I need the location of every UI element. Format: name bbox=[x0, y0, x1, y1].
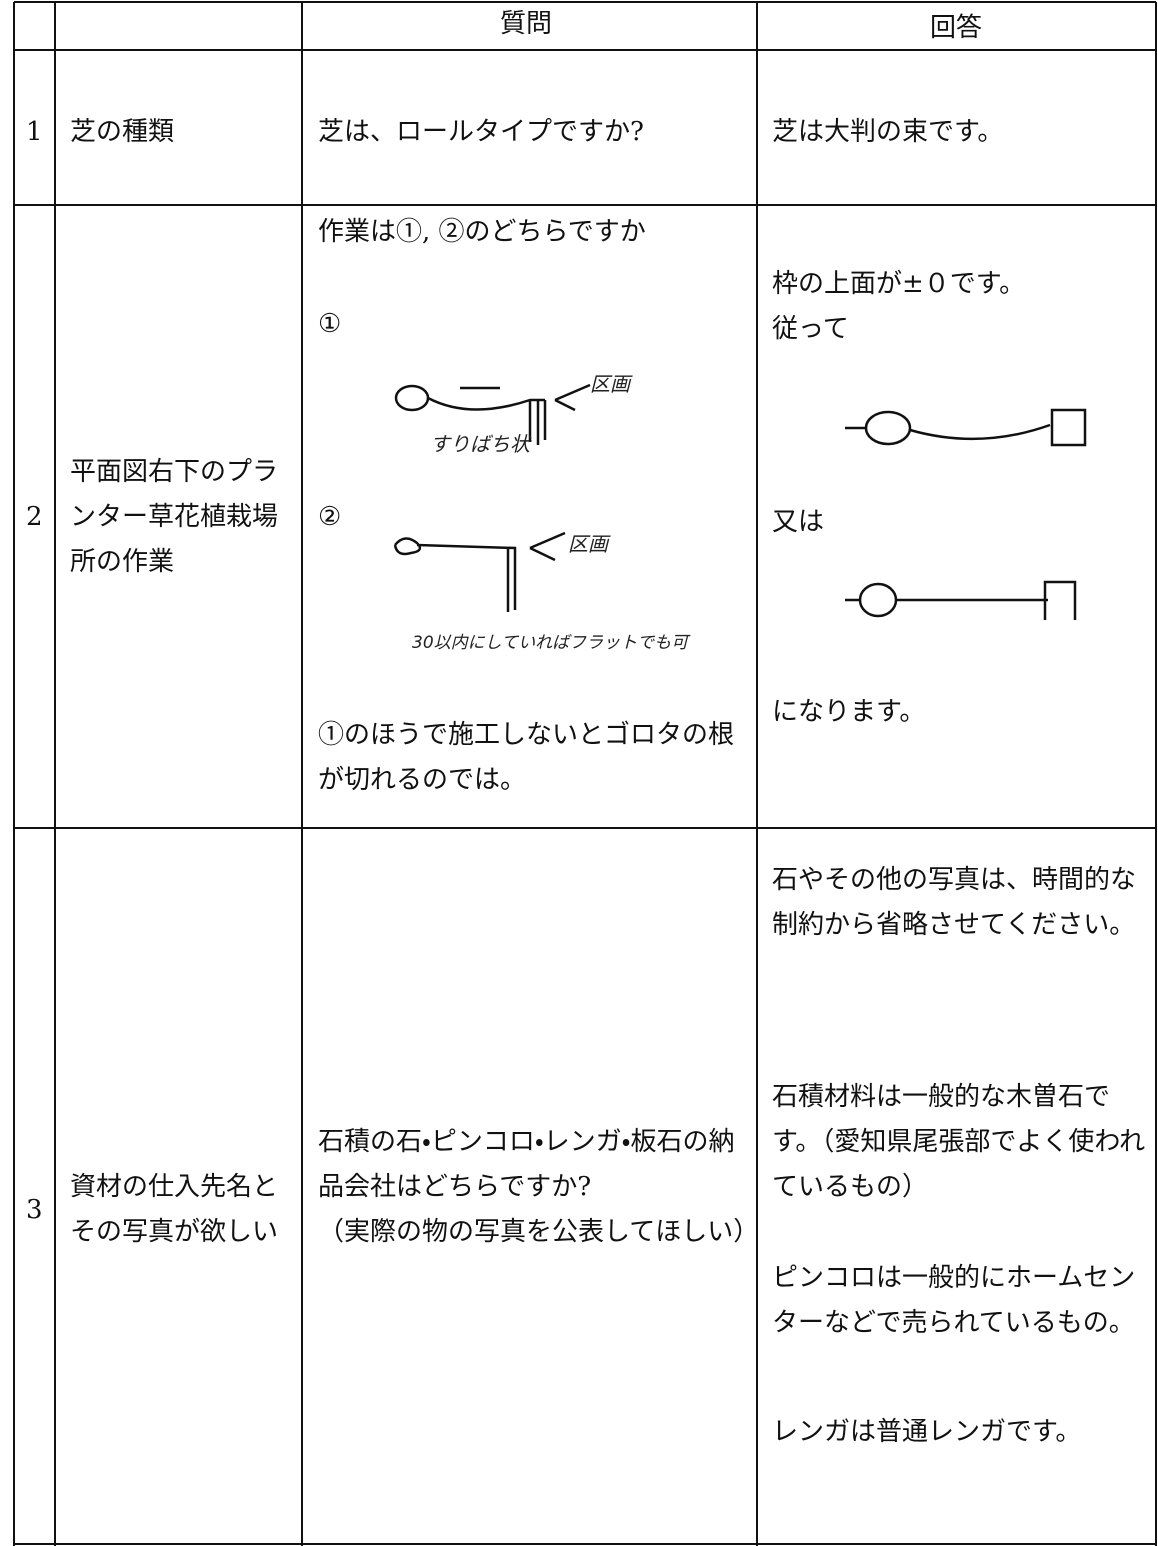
sketch-label: 30以内にしていればフラットでも可 bbox=[412, 633, 689, 653]
sketch-label: すりばち状 bbox=[430, 432, 530, 456]
sketch-label: 区画 bbox=[590, 372, 630, 396]
answer: になります。 bbox=[772, 697, 926, 727]
answer: 芝は大判の束です。 bbox=[772, 117, 1004, 147]
row-number: 2 bbox=[26, 502, 43, 532]
answer: 枠の上面が±０です。 bbox=[772, 269, 1026, 299]
question: 作業は①, ②のどちらですか bbox=[318, 217, 646, 247]
answer: 石積材料は一般的な木曽石です。（愛知県尾張部でよく使われているもの） bbox=[772, 1082, 1146, 1202]
question: 石積の石・ピンコロ・レンガ・板石の納品会社はどちらですか? bbox=[318, 1127, 735, 1202]
question: ② bbox=[318, 502, 342, 532]
answer: 石やその他の写真は、時間的な制約から省略させてください。 bbox=[772, 865, 1137, 940]
question: （実際の物の写真を公表してほしい） bbox=[318, 1217, 760, 1247]
topic: 平面図右下のプランター草花植栽場所の作業 bbox=[70, 457, 279, 577]
topic: 芝の種類 bbox=[70, 117, 175, 147]
question: ①のほうで施工しないとゴロタの根が切れるのでは。 bbox=[318, 720, 735, 795]
question: ① bbox=[318, 309, 342, 339]
topic: 資材の仕入先名とその写真が欲しい bbox=[70, 1172, 279, 1247]
row-number: 1 bbox=[26, 117, 43, 147]
sketch-label: 区画 bbox=[568, 532, 608, 556]
sketches bbox=[393, 383, 1087, 620]
answer: ピンコロは一般的にホームセンターなどで売られているもの。 bbox=[772, 1263, 1136, 1338]
answer: レンガは普通レンガです。 bbox=[772, 1417, 1082, 1447]
header-answer: 回答 bbox=[930, 13, 983, 43]
question: 芝は、ロールタイプですか? bbox=[318, 117, 644, 147]
header-question: 質問 bbox=[500, 9, 553, 39]
row-number: 3 bbox=[26, 1195, 43, 1225]
answer: 従って bbox=[772, 314, 849, 344]
answer: 又は bbox=[772, 507, 825, 537]
